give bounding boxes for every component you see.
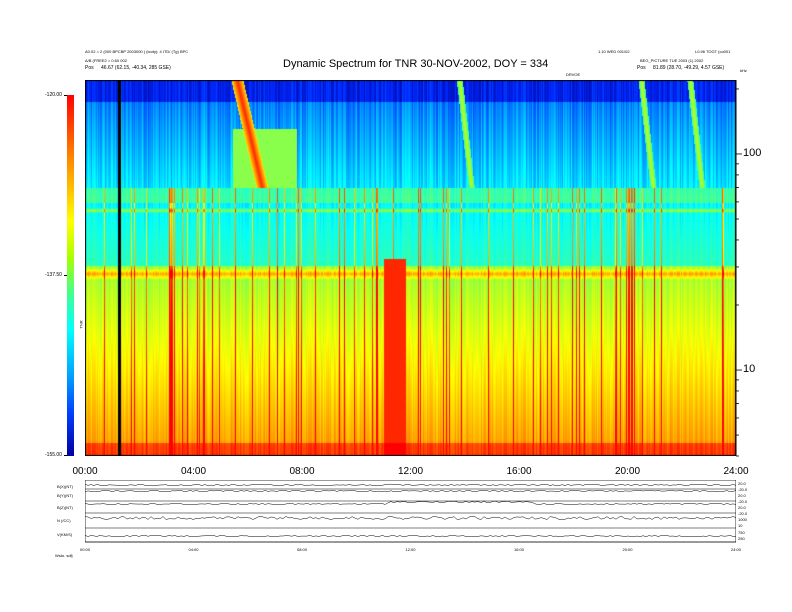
- x-tick-label-0800: 08:00: [289, 466, 315, 477]
- header-right-pos-label: Pos: [637, 65, 646, 71]
- bottom-scale-bz-bottom: -20.0: [738, 511, 748, 516]
- header-left-pos-label: Pos: [85, 65, 94, 71]
- colorbar-tick-top: [64, 95, 67, 96]
- header-left-line2: A/B (FREE2 = 0.60 002: [85, 58, 127, 63]
- bottom-row-label-bx: B(X)(NT): [57, 484, 73, 489]
- x-tick-label-2000: 20:00: [614, 466, 641, 477]
- header-right-pos-value: 81.89 (28.70, -49.29, 4.57 GSE): [653, 65, 725, 71]
- panel-trace: [85, 483, 736, 487]
- x-tick-label-0000: 00:00: [72, 466, 98, 477]
- y-tick-label-100: 100: [743, 146, 762, 159]
- bottom-scale-n-top: 1000: [738, 517, 747, 522]
- panel-trace: [85, 489, 736, 493]
- x-tick-label-0400: 04:00: [180, 466, 207, 477]
- bottom-x-tick-2400: 24:00: [730, 547, 742, 552]
- colorbar-tick-label-top: -120.00: [45, 92, 62, 98]
- header-left-pos: Pos 46.67 (62.15, -40.34, 285 GSE): [85, 65, 171, 71]
- y-axis-right: [736, 80, 742, 457]
- bottom-row-label-bz: B(Z)(NT): [57, 505, 73, 510]
- panel-trace: [85, 534, 736, 538]
- bottom-row-label-v: V(KM/S): [57, 532, 73, 537]
- colorbar-tick-label-bottom: -155.00: [45, 452, 62, 458]
- panel-trace: [85, 516, 736, 520]
- colorbar: [67, 95, 74, 456]
- bottom-x-tick-0400: 04:00: [188, 547, 199, 552]
- x-tick-label-1200: 12:00: [397, 466, 424, 477]
- colorbar-tick-bottom: [64, 455, 67, 456]
- bottom-x-tick-0000: 00:00: [79, 547, 91, 552]
- colorbar-label: TNR: [78, 320, 84, 329]
- bottom-scale-bx-bottom: -20.0: [738, 487, 748, 492]
- dynamic-spectrum-heatmap: [85, 80, 736, 456]
- y-tick-label-10: 10: [743, 363, 756, 376]
- header-right-line1: 1.10 WED 001/02: [598, 49, 630, 54]
- bottom-scale-n-bottom: 10: [738, 523, 743, 528]
- colorbar-tick-label-mid: -137.50: [45, 272, 62, 278]
- bottom-scale-bz-top: 20.0: [738, 505, 746, 510]
- panel-trace: [85, 500, 736, 506]
- header-right-line2: BEG_PICTURE TUE 2003 (1) 2002: [640, 58, 704, 63]
- bottom-x-tick-1200: 12:00: [405, 547, 416, 552]
- header-right-corner: L0.96 TOGT (co001: [695, 49, 731, 54]
- header-left-line1: A0.02 = 2 (000 BPCBP 2003000 ) (tcofy): …: [85, 49, 189, 54]
- bottom-row-label-n: N (/CC): [57, 518, 71, 523]
- header-right-pos: Pos 81.89 (28.70, -49.29, 4.57 GSE): [637, 65, 724, 71]
- header-mid-label: DRVOE: [566, 72, 581, 77]
- bottom-scale-by-top: 20.0: [738, 493, 746, 498]
- bottom-x-tick-1600: 16:00: [513, 547, 525, 552]
- colorbar-tick-mid: [64, 275, 67, 276]
- units-label: kHz: [740, 68, 747, 73]
- x-tick-label-1600: 16:00: [506, 466, 532, 477]
- bottom-scale-by-bottom: -20.0: [738, 499, 748, 504]
- bottom-x-tick-0800: 08:00: [296, 547, 308, 552]
- chart-title: Dynamic Spectrum for TNR 30-NOV-2002, DO…: [283, 58, 549, 70]
- y-axis-minor-ticks: [736, 88, 742, 457]
- bottom-scale-v-bottom: 250: [738, 536, 745, 541]
- bottom-scale-bx-top: 20.0: [738, 481, 746, 486]
- bottom-footer: Wsto. sdfj: [55, 553, 73, 558]
- x-tick-label-2400: 24:00: [723, 466, 749, 477]
- solar-wind-panel: [85, 480, 736, 543]
- bottom-scale-v-top: 750: [738, 530, 745, 535]
- header-left-pos-value: 46.67 (62.15, -40.34, 285 GSE): [101, 65, 171, 71]
- bottom-x-tick-2000: 20:00: [622, 547, 633, 552]
- bottom-row-label-by: B(Y)(NT): [57, 493, 73, 498]
